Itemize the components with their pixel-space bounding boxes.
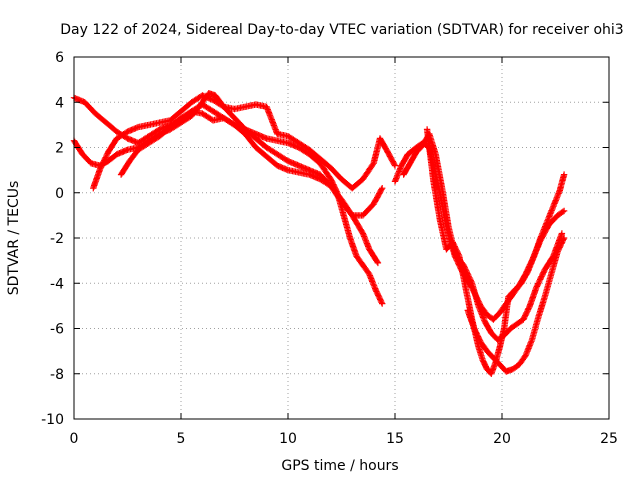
chart-title: Day 122 of 2024, Sidereal Day-to-day VTE… [60,22,623,38]
y-tick-label: -2 [50,231,64,247]
x-tick-label: 10 [279,431,297,447]
x-tick-label: 15 [386,431,404,447]
x-tick-label: 25 [600,431,618,447]
y-tick-label: -8 [50,367,64,383]
y-tick-label: 4 [55,95,64,111]
y-tick-label: 2 [55,141,64,157]
y-tick-label: 6 [55,50,64,66]
x-tick-label: 20 [493,431,511,447]
y-axis-label: SDTVAR / TECUs [6,181,22,296]
axis-ticks: 0 5 10 15 20 25 -10 -8 -6 -4 -2 0 2 4 6 [41,50,618,447]
y-tick-label: -4 [50,276,64,292]
gridlines [74,57,609,419]
series-markers [117,108,382,267]
series-markers [464,234,568,375]
series-markers [90,92,399,192]
x-tick-label: 5 [177,431,186,447]
data-series [70,90,568,377]
series-track-h [464,234,568,375]
y-tick-label: -6 [50,322,64,338]
y-tick-label: 0 [55,186,64,202]
series-trace [73,96,384,305]
series-track-c [90,92,399,192]
y-tick-label: -10 [41,412,64,428]
series-trace [393,141,565,321]
x-tick-label: 0 [70,431,79,447]
x-axis-label: GPS time / hours [281,458,398,474]
series-track-d [117,108,382,267]
